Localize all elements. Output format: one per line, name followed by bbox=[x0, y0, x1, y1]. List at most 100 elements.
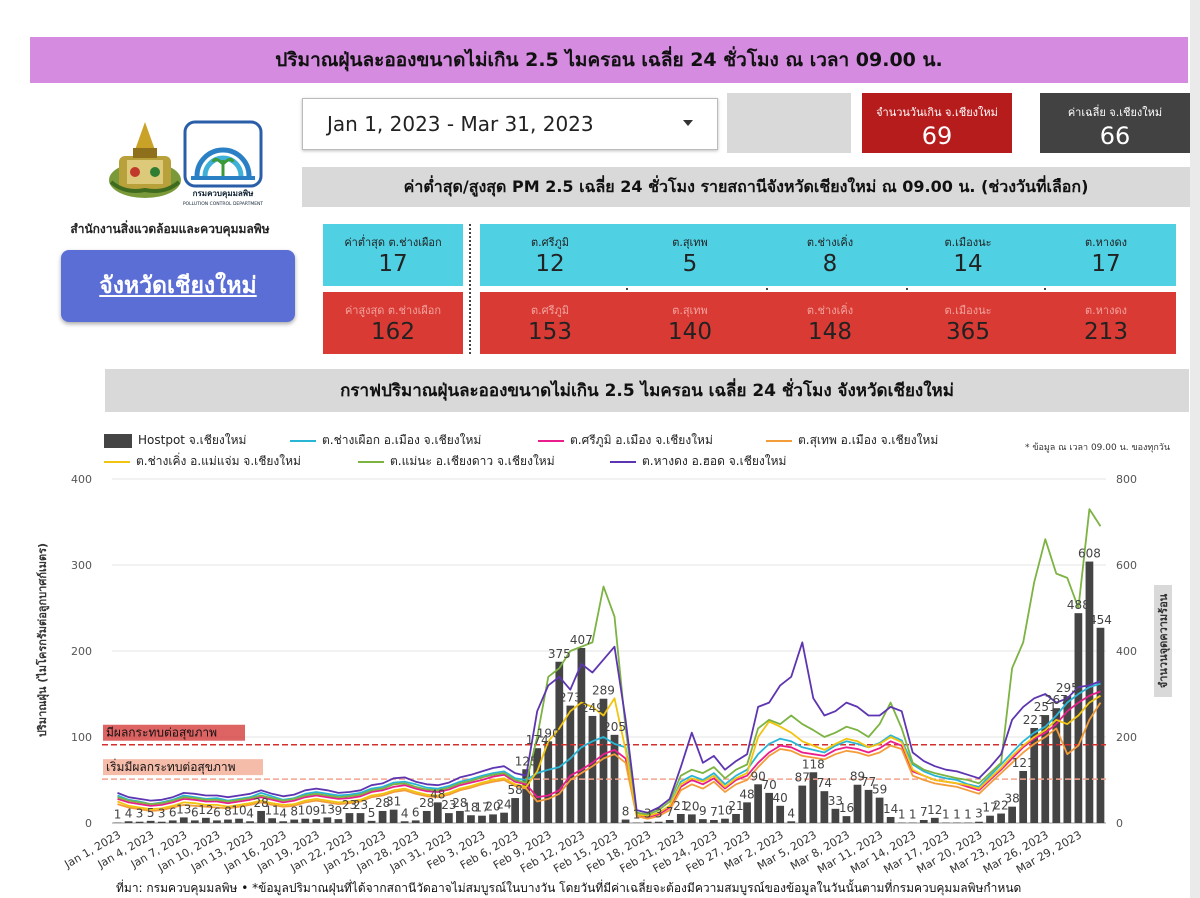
hotspot-bar bbox=[864, 789, 873, 823]
hotspot-bar bbox=[456, 810, 464, 823]
hotspot-bar bbox=[433, 802, 442, 823]
station-max-label: ต.หางดง bbox=[1085, 304, 1127, 317]
hotspot-data-label: 251 bbox=[1034, 700, 1057, 714]
hotspot-data-label: 4 bbox=[279, 806, 287, 820]
station-max-value: 213 bbox=[1084, 319, 1128, 345]
hotspot-bar bbox=[124, 821, 133, 823]
hotspot-bar bbox=[544, 741, 553, 823]
legend-item-series-0[interactable]: ต.ช่างเผือก อ.เมือง จ.เชียงใหม่ bbox=[290, 431, 481, 450]
hotspot-data-label: 8 bbox=[290, 805, 298, 819]
hotspot-data-label: 38 bbox=[1004, 792, 1019, 806]
provincial-seal-icon bbox=[105, 120, 185, 200]
hotspot-bar bbox=[732, 813, 740, 823]
station-min-value: 14 bbox=[953, 251, 983, 277]
hotspot-bar bbox=[1052, 708, 1061, 823]
hotspot-bar bbox=[798, 785, 807, 823]
station-max-label: ต.เมืองนะ bbox=[944, 304, 992, 317]
hotspot-data-label: 28 bbox=[253, 796, 268, 810]
hotspot-bar bbox=[411, 820, 420, 823]
hotspot-data-label: 17 bbox=[982, 801, 997, 815]
hotspot-data-label: 6 bbox=[191, 805, 199, 819]
hotspot-bar bbox=[621, 819, 630, 823]
hotspot-bar bbox=[146, 820, 155, 823]
kpi-average-value: 66 bbox=[1099, 122, 1131, 150]
hotspot-bar bbox=[665, 819, 674, 823]
hotspot-bar bbox=[809, 772, 818, 823]
province-button[interactable]: จังหวัดเชียงใหม่ bbox=[61, 250, 295, 322]
hotspot-data-label: 267 bbox=[1045, 693, 1068, 707]
hotspot-data-label: 7 bbox=[920, 805, 928, 819]
hotspot-bar bbox=[820, 791, 829, 823]
hotspot-data-label: 3 bbox=[975, 807, 983, 821]
legend-item-series-2[interactable]: ต.สุเทพ อ.เมือง จ.เชียงใหม่ bbox=[766, 431, 938, 450]
legend-item-series-1[interactable]: ต.ศรีภูมิ อ.เมือง จ.เชียงใหม่ bbox=[538, 431, 713, 450]
hotspot-bar bbox=[776, 805, 785, 823]
hotspot-data-label: 4 bbox=[246, 806, 254, 820]
station-max-card: ต.สุเทพ 140 bbox=[620, 292, 760, 354]
station-max-card: ต.ศรีภูมิ 153 bbox=[480, 292, 620, 354]
hotspot-bar bbox=[522, 769, 531, 823]
series-line-4 bbox=[117, 508, 1102, 816]
legend-label: ต.ช่างเคิ่ง อ.แม่แจ่ม จ.เชียงใหม่ bbox=[136, 454, 301, 468]
hotspot-data-label: 1 bbox=[964, 808, 972, 822]
legend-item-series-4[interactable]: ต.แม่นะ อ.เชียงดาว จ.เชียงใหม่ bbox=[358, 452, 555, 471]
hotspot-bar bbox=[997, 813, 1005, 823]
hotspot-data-label: 4 bbox=[401, 806, 409, 820]
station-min-value: 17 bbox=[378, 251, 408, 277]
legend-swatch bbox=[290, 439, 316, 442]
hotspot-bar bbox=[577, 647, 586, 823]
legend-item-series-3[interactable]: ต.ช่างเคิ่ง อ.แม่แจ่ม จ.เชียงใหม่ bbox=[104, 452, 301, 471]
series-line-3 bbox=[117, 694, 1101, 817]
hotspot-bar bbox=[135, 821, 144, 823]
hotspot-data-label: 454 bbox=[1089, 613, 1112, 627]
logo-area: กรมควบคุมมลพิษ POLLUTION CONTROL DEPARTM… bbox=[40, 100, 300, 330]
threshold-label: มีผลกระทบต่อสุขภาพ bbox=[106, 726, 217, 741]
hotspot-data-label: 22 bbox=[993, 799, 1008, 813]
hotspot-data-label: 118 bbox=[802, 757, 825, 771]
station-min-card: ต.สุเทพ 5 bbox=[620, 224, 760, 286]
hotspot-bar bbox=[257, 810, 265, 823]
kpi-exceed-days-value: 69 bbox=[921, 122, 953, 150]
hotspot-data-label: 407 bbox=[570, 633, 593, 647]
hotspot-bar bbox=[975, 821, 983, 823]
hotspot-bar bbox=[699, 819, 707, 823]
y-axis-title: ปริมาณฝุ่น (ไมโครกรัมต่อลูกบาศก์เมตร) bbox=[35, 543, 50, 737]
station-min-card: ต.ช่างเคิ่ง 8 bbox=[760, 224, 900, 286]
hotspot-data-label: 4 bbox=[787, 806, 795, 820]
station-divider bbox=[469, 224, 471, 354]
station-max-card: ต.ช่างเคิ่ง 148 bbox=[760, 292, 900, 354]
hotspot-data-label: 58 bbox=[507, 783, 522, 797]
station-min-value: 17 bbox=[1091, 251, 1121, 277]
y-tick-label: 400 bbox=[71, 473, 92, 486]
hotspot-data-label: 608 bbox=[1078, 547, 1101, 561]
hotspot-bar bbox=[533, 748, 542, 823]
empty-filter-box[interactable] bbox=[727, 93, 851, 153]
date-range-picker[interactable]: Jan 1, 2023 - Mar 31, 2023 bbox=[302, 98, 718, 150]
station-divider bbox=[906, 224, 908, 354]
hotspot-data-label: 24 bbox=[496, 798, 511, 812]
y2-tick-label: 0 bbox=[1116, 817, 1123, 830]
hotspot-data-label: 205 bbox=[603, 720, 626, 734]
hotspot-bar bbox=[886, 816, 895, 823]
hotspot-data-label: 10 bbox=[231, 804, 246, 818]
hotspot-data-label: 488 bbox=[1067, 598, 1090, 612]
threshold-label: เริ่มมีผลกระทบต่อสุขภาพ bbox=[106, 758, 236, 775]
hotspot-bar bbox=[301, 818, 310, 823]
legend-item-series-5[interactable]: ต.หางดง อ.ฮอด จ.เชียงใหม่ bbox=[610, 452, 786, 471]
station-divider bbox=[766, 224, 768, 354]
hotspot-data-label: 70 bbox=[762, 778, 777, 792]
y2-tick-label: 400 bbox=[1116, 645, 1137, 658]
hotspot-data-label: 28 bbox=[452, 796, 467, 810]
hotspot-data-label: 28 bbox=[419, 796, 434, 810]
hotspot-bar bbox=[235, 818, 243, 823]
series-line-5 bbox=[117, 641, 1101, 814]
legend-item-hotspot[interactable]: Hostpot จ.เชียงใหม่ bbox=[104, 431, 246, 450]
dropdown-arrow-icon[interactable] bbox=[683, 120, 693, 126]
data-note: * ข้อมูล ณ เวลา 09.00 น. ของทุกวัน bbox=[1024, 443, 1170, 453]
hotspot-bar bbox=[422, 810, 431, 823]
legend-swatch bbox=[766, 439, 792, 442]
hotspot-data-label: 3 bbox=[644, 807, 652, 821]
legend-label: ต.สุเทพ อ.เมือง จ.เชียงใหม่ bbox=[798, 433, 939, 447]
hotspot-bar bbox=[444, 813, 453, 823]
